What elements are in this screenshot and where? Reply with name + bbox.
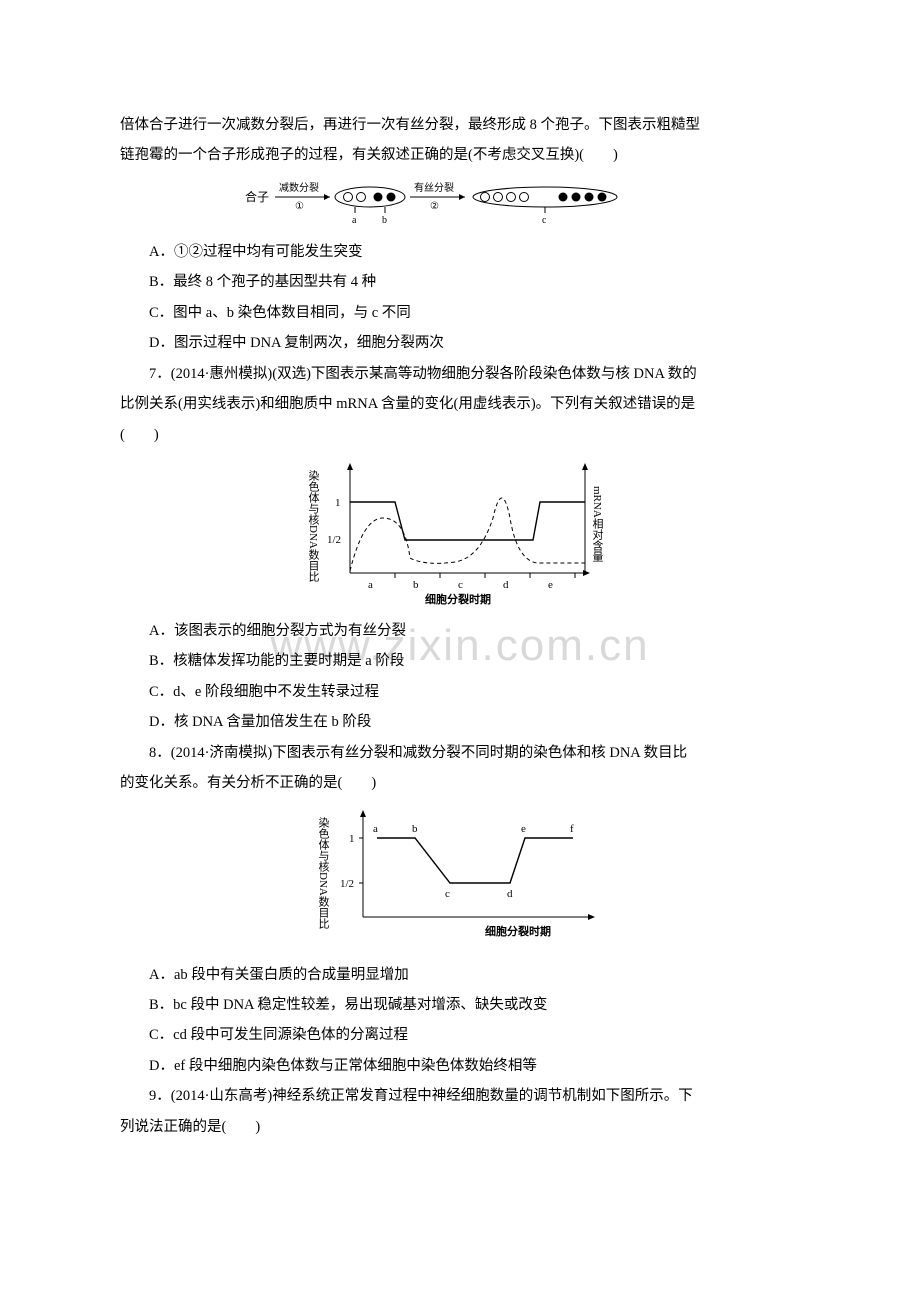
- q7-stem-line3: ( ): [120, 420, 800, 450]
- q7-stem-line1: 7．(2014·惠州模拟)(双选)下图表示某高等动物细胞分裂各阶段染色体数与核 …: [120, 359, 800, 389]
- q7-option-a: A．该图表示的细胞分裂方式为有丝分裂: [120, 616, 800, 646]
- q6-stem-line1: 倍体合子进行一次减数分裂后，再进行一次有丝分裂，最终形成 8 个孢子。下图表示粗…: [120, 110, 800, 140]
- fig3-pt-c: c: [445, 888, 450, 900]
- fig1-hezi: 合子: [245, 189, 269, 204]
- fig3-pt-a: a: [373, 823, 378, 835]
- fig1-label-a: a: [352, 215, 357, 226]
- q8-option-d: D．ef 段中细胞内染色体数与正常体细胞中染色体数始终相等: [120, 1051, 800, 1081]
- fig1-label-b: b: [382, 215, 387, 226]
- q8-stem-line1: 8．(2014·济南模拟)下图表示有丝分裂和减数分裂不同时期的染色体和核 DNA…: [120, 738, 800, 768]
- q8-option-b: B．bc 段中 DNA 稳定性较差，易出现碱基对增添、缺失或改变: [120, 990, 800, 1020]
- fig3-pt-f: f: [570, 823, 574, 835]
- fig2-ytick-1: 1: [335, 497, 341, 509]
- fig1-arrow2-bottom: ②: [430, 201, 439, 212]
- q8-option-c: C．cd 段中可发生同源染色体的分离过程: [120, 1020, 800, 1050]
- fig2-xtick-d: d: [503, 579, 509, 591]
- q6-option-b: B．最终 8 个孢子的基因型共有 4 种: [120, 267, 800, 297]
- fig2-xlabel: 细胞分裂时期: [425, 592, 491, 606]
- q9-stem-line2: 列说法正确的是( ): [120, 1112, 800, 1142]
- figure-3: 染色体与核DNA数目比 1 1/2 a b c d e f: [120, 807, 800, 952]
- fig3-pt-d: d: [507, 888, 513, 900]
- q6-option-d: D．图示过程中 DNA 复制两次，细胞分裂两次: [120, 328, 800, 358]
- fig3-ytick-1: 1: [349, 833, 355, 845]
- q7-stem-line2: 比例关系(用实线表示)和细胞质中 mRNA 含量的变化(用虚线表示)。下列有关叙…: [120, 389, 800, 419]
- fig3-ytick-half: 1/2: [340, 878, 354, 890]
- q7-option-b: B．核糖体发挥功能的主要时期是 a 阶段: [120, 646, 800, 676]
- q8-stem-line2: 的变化关系。有关分析不正确的是( ): [120, 768, 800, 798]
- page-content: 倍体合子进行一次减数分裂后，再进行一次有丝分裂，最终形成 8 个孢子。下图表示粗…: [120, 110, 800, 1142]
- fig1-arrow1-bottom: ①: [295, 201, 304, 212]
- fig2-xtick-e: e: [548, 579, 553, 591]
- q7-option-c: C．d、e 阶段细胞中不发生转录过程: [120, 677, 800, 707]
- q6-option-c: C．图中 a、b 染色体数目相同，与 c 不同: [120, 298, 800, 328]
- fig2-xtick-c: c: [458, 579, 463, 591]
- fig2-xtick-b: b: [413, 579, 419, 591]
- fig3-ylabel: 染色体与核DNA数目比: [317, 815, 330, 928]
- fig1-arrow1-top: 减数分裂: [279, 181, 319, 194]
- fig1-label-c: c: [542, 215, 547, 226]
- q6-option-a: A．①②过程中均有可能发生突变: [120, 237, 800, 267]
- q8-option-a: A．ab 段中有关蛋白质的合成量明显增加: [120, 960, 800, 990]
- figure-2: 染色体与核DNA数目比 mRNA相对含量 1 1/2: [120, 458, 800, 608]
- q9-stem-line1: 9．(2014·山东高考)神经系统正常发育过程中神经细胞数量的调节机制如下图所示…: [120, 1081, 800, 1111]
- q6-stem-line2: 链孢霉的一个合子形成孢子的过程，有关叙述正确的是(不考虑交叉互换)( ): [120, 140, 800, 170]
- fig3-pt-b: b: [412, 823, 418, 835]
- fig3-pt-e: e: [521, 823, 526, 835]
- fig2-ylabel-left: 染色体与核DNA数目比: [307, 469, 320, 582]
- fig3-xlabel: 细胞分裂时期: [485, 924, 551, 938]
- q7-option-d: D．核 DNA 含量加倍发生在 b 阶段: [120, 707, 800, 737]
- figure-1: 合子 减数分裂 ① a b 有丝分裂 ②: [120, 179, 800, 229]
- fig2-xtick-a: a: [368, 579, 373, 591]
- fig2-ytick-half: 1/2: [327, 534, 341, 546]
- fig2-ylabel-right: mRNA相对含量: [591, 486, 604, 562]
- fig1-arrow2-top: 有丝分裂: [414, 181, 454, 194]
